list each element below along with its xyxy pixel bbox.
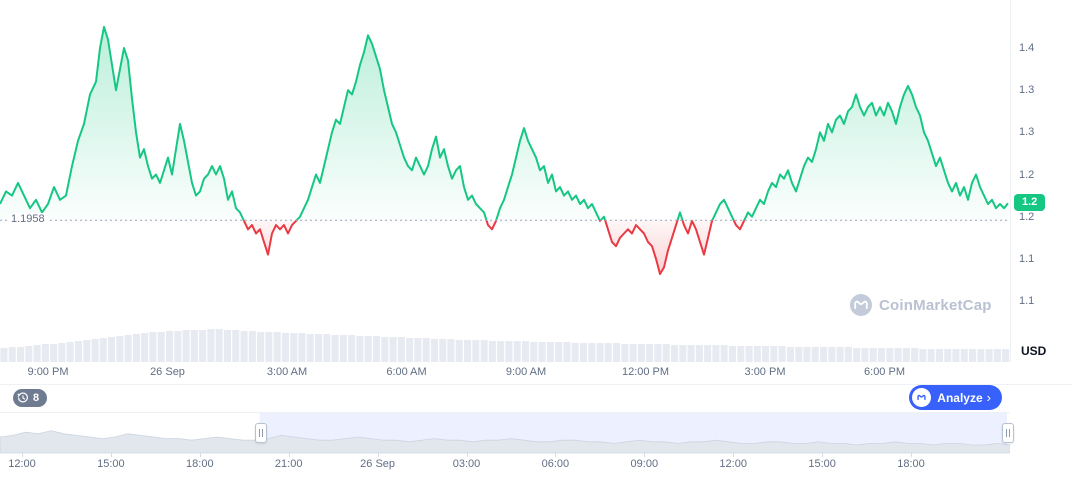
chevron-right-icon: › — [986, 390, 991, 405]
navigator-axis-label: 12:00 — [8, 458, 36, 470]
price-chart[interactable] — [0, 0, 1010, 362]
x-axis-label: 12:00 PM — [621, 366, 670, 378]
history-clock-icon — [17, 392, 28, 403]
navigator-axis-label: 06:00 — [541, 458, 570, 470]
navigator-axis-tick — [377, 453, 379, 457]
y-axis-tick: 1.2 — [1019, 168, 1035, 181]
navigator-chart[interactable] — [0, 413, 1010, 453]
analyze-button[interactable]: Analyze › — [909, 385, 1002, 410]
y-axis-tick: 1.2 — [1019, 210, 1035, 223]
navigator-axis-labels: 12:00 15:00 18:00 21:00 26 Sep 03:00 06:00 09:0… — [0, 458, 1072, 472]
chart-bottom-divider — [0, 384, 1072, 385]
navigator-axis-label: 15:00 — [808, 458, 836, 470]
y-axis-tick: 1.3 — [1019, 126, 1035, 139]
navigator-axis-label: 03:00 — [452, 458, 481, 470]
navigator-axis-label: 12:00 — [719, 458, 747, 470]
analyze-label: Analyze — [937, 390, 983, 405]
baseline-price-label: 1.1958 — [8, 213, 48, 226]
x-axis-label: 9:00 PM — [27, 366, 69, 378]
navigator-axis-tick — [110, 453, 112, 457]
current-price-badge: 1.2 — [1014, 194, 1046, 212]
x-axis-label: 6:00 AM — [386, 366, 427, 378]
navigator-axis-tick — [911, 453, 912, 457]
x-axis-label: 3:00 PM — [744, 366, 786, 378]
x-axis-label: 26 Sep — [150, 366, 185, 378]
y-axis-tick: 1.1 — [1019, 252, 1035, 265]
navigator-axis-tick — [555, 453, 557, 457]
y-axis-tick: 1.1 — [1019, 295, 1035, 307]
navigator-right-handle[interactable] — [1001, 423, 1014, 443]
history-count: 8 — [33, 392, 40, 404]
x-axis-labels: 9:00 PM 26 Sep 3:00 AM 6:00 AM 9:00 AM 12:00 … — [0, 366, 1010, 382]
navigator-axis-tick — [644, 453, 646, 457]
range-navigator[interactable] — [0, 412, 1014, 454]
navigator-axis-label: 21:00 — [274, 458, 303, 470]
navigator-axis-tick — [733, 453, 735, 457]
navigator-axis-tick — [466, 453, 468, 457]
history-button[interactable]: 8 — [13, 389, 48, 407]
navigator-axis-label: 15:00 — [97, 458, 125, 470]
navigator-axis-label: 09:00 — [630, 458, 659, 470]
currency-unit-label: USD — [1021, 344, 1047, 358]
navigator-axis-tick — [822, 453, 824, 457]
y-axis[interactable]: 1.2 USD 1.4 1.3 1.3 1.2 1.2 1.1 1.1 — [1010, 0, 1072, 362]
navigator-axis-label: 18:00 — [897, 458, 925, 470]
navigator-axis-tick — [199, 453, 201, 457]
navigator-axis-label: 18:00 — [186, 458, 214, 470]
analyze-logo-icon — [912, 388, 932, 407]
y-axis-tick: 1.3 — [1019, 84, 1035, 97]
navigator-axis-tick — [22, 453, 23, 457]
x-axis-label: 6:00 PM — [864, 366, 905, 378]
navigator-axis-label: 26 Sep — [360, 458, 396, 470]
x-axis-label: 9:00 AM — [505, 366, 547, 378]
x-axis-label: 3:00 AM — [266, 366, 308, 378]
navigator-left-handle[interactable] — [254, 423, 267, 443]
y-axis-tick: 1.4 — [1019, 42, 1035, 54]
navigator-axis-tick — [288, 453, 290, 457]
